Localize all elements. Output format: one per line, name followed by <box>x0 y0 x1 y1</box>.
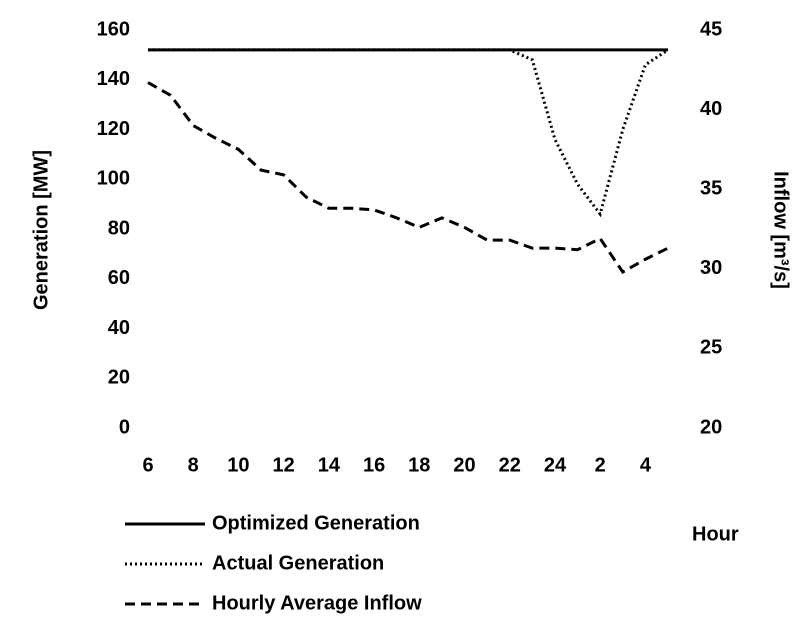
x-tick-label: 6 <box>142 454 153 476</box>
x-tick-label: 22 <box>499 454 521 476</box>
y-tick-label: 60 <box>108 267 130 289</box>
x-tick-label: 8 <box>188 454 199 476</box>
x-tick-label: 20 <box>453 454 475 476</box>
y-tick-label: 80 <box>108 217 130 239</box>
x-tick-label: 4 <box>640 454 652 476</box>
y-axis-title: Generation [MW] <box>30 150 52 310</box>
y2-tick-label: 30 <box>700 257 722 279</box>
y2-tick-label: 45 <box>700 18 722 40</box>
x-tick-label: 14 <box>318 454 341 476</box>
data-line <box>147 81 669 274</box>
y2-axis-title: Inflow [m³/s] <box>770 171 792 289</box>
y-tick-label: 40 <box>108 317 130 339</box>
x-tick-label: 16 <box>363 454 385 476</box>
y2-tick-label: 40 <box>700 98 722 120</box>
y-tick-label: 120 <box>97 118 130 140</box>
y2-tick-label: 25 <box>700 337 722 359</box>
y-tick-label: 160 <box>97 18 130 40</box>
x-tick-label: 12 <box>273 454 295 476</box>
legend-label: Hourly Average Inflow <box>212 592 422 614</box>
x-tick-label: 24 <box>544 454 567 476</box>
y-tick-label: 100 <box>97 168 130 190</box>
y-tick-label: 140 <box>97 68 130 90</box>
x-tick-label: 2 <box>595 454 606 476</box>
legend-label: Actual Generation <box>212 552 384 574</box>
x-tick-label: 10 <box>227 454 249 476</box>
x-axis-title: Hour <box>692 523 739 545</box>
data-line <box>148 48 669 218</box>
y2-tick-label: 35 <box>700 177 722 199</box>
x-tick-label: 18 <box>408 454 430 476</box>
legend-label: Optimized Generation <box>212 512 420 534</box>
y2-tick-label: 20 <box>700 416 722 438</box>
y-tick-label: 20 <box>108 367 130 389</box>
y-tick-label: 0 <box>119 416 130 438</box>
